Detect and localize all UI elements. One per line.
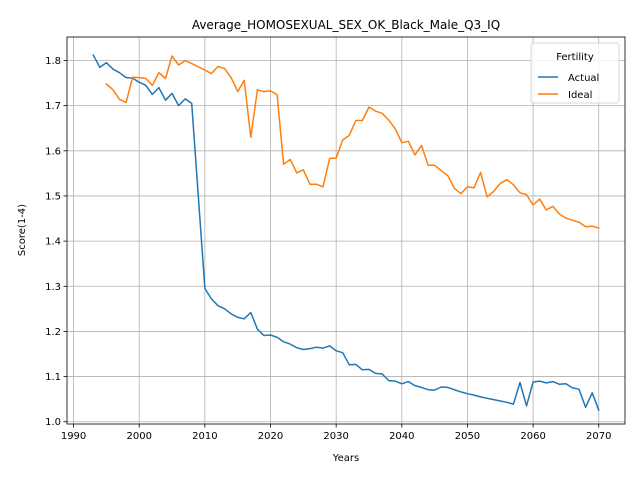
x-tick-label: 2020 bbox=[258, 431, 283, 442]
y-tick-label: 1.2 bbox=[45, 327, 61, 338]
legend-title: Fertility bbox=[556, 52, 594, 63]
legend-box bbox=[530, 42, 620, 104]
x-tick-label: 2000 bbox=[126, 431, 151, 442]
y-tick-label: 1.1 bbox=[45, 372, 61, 383]
legend-label-actual: Actual bbox=[568, 73, 599, 84]
x-tick-label: 2060 bbox=[520, 431, 545, 442]
y-tick-label: 1.0 bbox=[45, 417, 61, 428]
x-tick-label: 2040 bbox=[389, 431, 414, 442]
legend-label-ideal: Ideal bbox=[568, 90, 592, 101]
y-tick-label: 1.7 bbox=[45, 101, 61, 112]
x-tick-label: 2030 bbox=[323, 431, 348, 442]
y-tick-label: 1.5 bbox=[45, 191, 61, 202]
series-line-ideal bbox=[105, 55, 600, 229]
legend: Fertility Actual Ideal bbox=[530, 42, 620, 104]
y-tick-label: 1.3 bbox=[45, 282, 61, 293]
y-tick-label: 1.8 bbox=[45, 56, 61, 67]
y-axis-label: Score(1-4) bbox=[17, 204, 28, 256]
series-line-actual bbox=[92, 54, 600, 411]
x-tick-label: 1990 bbox=[61, 431, 86, 442]
y-tick-label: 1.6 bbox=[45, 146, 61, 157]
series-layer bbox=[92, 54, 600, 411]
x-tick-label: 2050 bbox=[455, 431, 480, 442]
x-tick-label: 2010 bbox=[192, 431, 217, 442]
x-axis-label: Years bbox=[332, 453, 359, 464]
plot-frame bbox=[66, 36, 626, 425]
y-axis: 1.0 1.1 1.2 1.3 1.4 1.5 1.6 1.7 1.8 bbox=[45, 56, 67, 428]
y-tick-label: 1.4 bbox=[45, 237, 61, 248]
x-axis: 1990 2000 2010 2020 2030 2040 2050 2060 2070 bbox=[61, 424, 611, 442]
x-tick-label: 2070 bbox=[586, 431, 611, 442]
chart-title: Average_HOMOSEXUAL_SEX_OK_Black_Male_Q3_… bbox=[192, 18, 500, 32]
